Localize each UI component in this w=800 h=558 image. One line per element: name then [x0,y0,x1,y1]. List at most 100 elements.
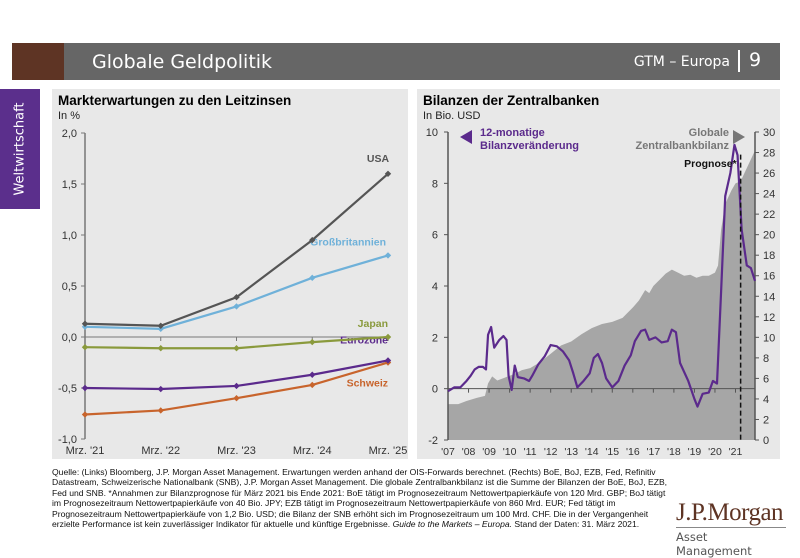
right-y-tick-label: 12 [763,312,775,324]
x-tick-label: '07 [441,446,455,458]
right-y-tick-label: 4 [763,394,769,406]
right-y-tick-label: 20 [763,230,775,242]
x-tick-label: Mrz. '23 [217,445,256,457]
right-arrow-icon [733,130,745,144]
series-line-großbritannien [84,254,389,330]
x-tick-label: '11 [524,446,537,458]
left-y-tick-label: -2 [428,435,438,447]
right-y-tick-label: 28 [763,148,775,160]
series-line-usa [84,172,389,327]
series-label: Großbritannien [310,236,386,248]
section-tab[interactable]: Weltwirtschaft [0,89,40,209]
x-tick-label: '15 [605,446,619,458]
y-tick-label: 2,0 [62,128,77,140]
y-tick-label: 0,0 [62,332,77,344]
x-tick-label: '13 [564,446,578,458]
data-point [309,338,316,346]
data-point [233,345,240,352]
right-y-tick-label: 6 [763,373,769,385]
logo-wordmark: J.P.Morgan [676,500,786,528]
footnote-text: Quelle: (Links) Bloomberg, J.P. Morgan A… [52,467,668,530]
x-tick-label: Mrz. '25 [369,445,408,457]
right-y-tick-label: 10 [763,332,775,344]
data-point [309,381,316,389]
right-y-tick-label: 2 [763,414,769,426]
right-series-label-line2: Zentralbankbilanz [635,140,729,152]
y-tick-label: 1,0 [62,230,77,242]
series-label: USA [367,153,390,165]
section-tab-label: Weltwirtschaft [12,102,28,196]
x-tick-label: '08 [462,446,476,458]
data-point [157,345,164,352]
x-tick-label: '19 [688,446,702,458]
left-series-label-line2: Bilanzveränderung [480,140,579,152]
chart-subtitle: In % [58,110,81,122]
x-tick-label: '09 [482,446,496,458]
header-divider [738,50,740,72]
right-y-tick-label: 14 [763,291,775,303]
left-y-tick-label: 0 [432,384,438,396]
data-point [384,333,392,341]
footnote-date: Stand der Daten: 31. März 2021. [514,519,640,530]
left-y-tick-label: 4 [432,281,438,293]
x-tick-label: Mrz. '22 [141,445,180,457]
data-point [309,236,316,244]
x-tick-label: '16 [626,446,640,458]
x-tick-label: '12 [544,446,558,458]
central-bank-balance-panel: Bilanzen der Zentralbanken In Bio. USD -… [417,89,780,459]
x-tick-label: '10 [503,446,517,458]
right-y-tick-label: 30 [763,127,775,139]
data-point [233,303,240,310]
data-point [384,252,392,259]
left-y-tick-label: 10 [426,127,438,139]
chart-title: Bilanzen der Zentralbanken [423,93,600,108]
left-y-tick-label: 8 [432,178,438,190]
data-point [81,344,89,351]
data-point [309,274,316,282]
header-accent-block [12,43,64,80]
x-tick-label: '21 [729,446,743,458]
data-point [157,385,164,393]
right-series-label-line1: Globale [689,127,729,139]
x-tick-label: '18 [667,446,681,458]
right-y-tick-label: 22 [763,209,775,221]
y-tick-label: 1,5 [62,179,77,191]
right-y-tick-label: 24 [763,189,775,201]
balance-area [448,150,755,441]
data-point [81,411,89,418]
chart-subtitle: In Bio. USD [423,110,481,122]
y-tick-label: -1,0 [58,434,77,446]
balance-change-line [447,143,757,408]
x-tick-label: Mrz. '24 [293,445,332,457]
rate-expectations-chart: -1,0 -0,5 0,0 0,5 1,0 1,5 2,0 Mrz. '21 Mrz. '22 M… [58,128,408,457]
data-point [309,371,316,378]
y-tick-label: 0,5 [62,281,77,293]
page-number: 9 [749,49,762,71]
data-point [157,407,164,414]
x-tick-label: '17 [647,446,661,458]
data-point [384,357,392,364]
left-y-tick-label: 2 [432,332,438,344]
right-y-tick-label: 8 [763,353,769,365]
right-y-tick-label: 26 [763,168,775,180]
page-title: Globale Geldpolitik [92,51,273,73]
series-label: Japan [358,318,388,330]
data-point [233,382,240,390]
footnote-guide: Guide to the Markets – Europa. [392,519,513,530]
series-label: Schweiz [347,378,388,390]
series-label: GTM – Europa [633,54,730,70]
data-point [233,395,240,402]
right-y-tick-label: 16 [763,271,775,283]
data-point [81,320,89,327]
left-y-tick-label: 6 [432,230,438,242]
x-tick-label: '20 [708,446,722,458]
forecast-label: Prognose* [684,158,737,170]
x-tick-label: '14 [585,446,599,458]
left-arrow-icon [460,130,472,144]
right-y-tick-label: 18 [763,250,775,262]
header-bar [64,43,780,80]
chart-title: Markterwartungen zu den Leitzinsen [58,93,292,108]
x-tick-label: Mrz. '21 [66,445,105,457]
data-point [384,170,392,177]
